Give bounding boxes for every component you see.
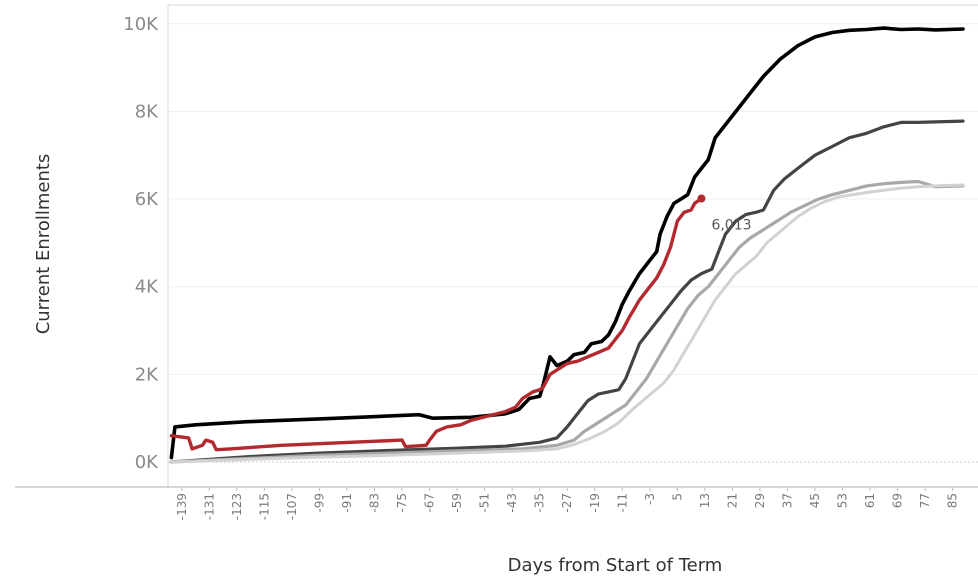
x-tick-label: 5 [670,493,684,501]
x-tick-label: 29 [753,493,767,508]
annotation-label: 6,013 [711,217,751,233]
x-tick-label: 13 [698,493,712,508]
x-tick-label: -51 [478,493,492,513]
x-tick-label: -139 [175,493,189,520]
x-tick-label: 45 [808,493,822,508]
x-tick-label: 21 [725,493,739,508]
y-tick-label: 6K [135,189,159,210]
series-line-1 [169,119,965,464]
x-tick-label: 53 [836,493,850,508]
x-axis-title: Days from Start of Term [508,555,723,576]
annotation-layer: 6,013 [697,194,752,233]
y-tick-label: 2K [135,364,159,385]
x-tick-label: -115 [257,493,271,520]
x-tick-label: 61 [863,493,877,508]
annotation-point [697,194,706,203]
x-tick-label: -27 [560,493,574,513]
x-tick-label: 37 [780,493,794,508]
y-axis-ticks: 0K 2K 4K 6K 8K 10K [123,14,159,473]
x-tick-label: -123 [230,493,244,520]
gridlines [168,23,978,463]
y-tick-label: 10K [123,14,159,35]
series-line-2 [169,179,965,464]
x-tick-label: -131 [202,493,216,520]
x-tick-label: -91 [340,493,354,513]
x-tick-label: 85 [946,493,960,508]
series-line-3 [169,183,965,464]
series-line-4 [169,196,704,452]
x-tick-label: -107 [285,493,299,520]
x-tick-label: 77 [918,493,932,508]
x-tick-label: -67 [423,493,437,513]
x-tick-label: -43 [505,493,519,513]
series-lines [169,26,965,464]
x-tick-label: -75 [395,493,409,513]
y-tick-label: 4K [135,277,159,298]
x-axis-ticks: -139 -131 -123 -115 -107 -99 -91 -83 -75 -67 -59 -5… [175,487,960,520]
y-tick-label: 8K [135,101,159,122]
x-tick-label: -3 [643,493,657,505]
x-tick-label: -35 [533,493,547,513]
x-tick-label: -11 [615,493,629,513]
x-tick-label: -59 [450,493,464,513]
x-tick-label: 69 [891,493,905,508]
y-axis-title: Current Enrollments [33,154,54,335]
series-line-0 [169,26,965,460]
y-tick-label: 0K [135,452,159,473]
x-tick-label: -83 [367,493,381,513]
x-tick-label: -19 [588,493,602,513]
x-tick-label: -99 [312,493,326,513]
